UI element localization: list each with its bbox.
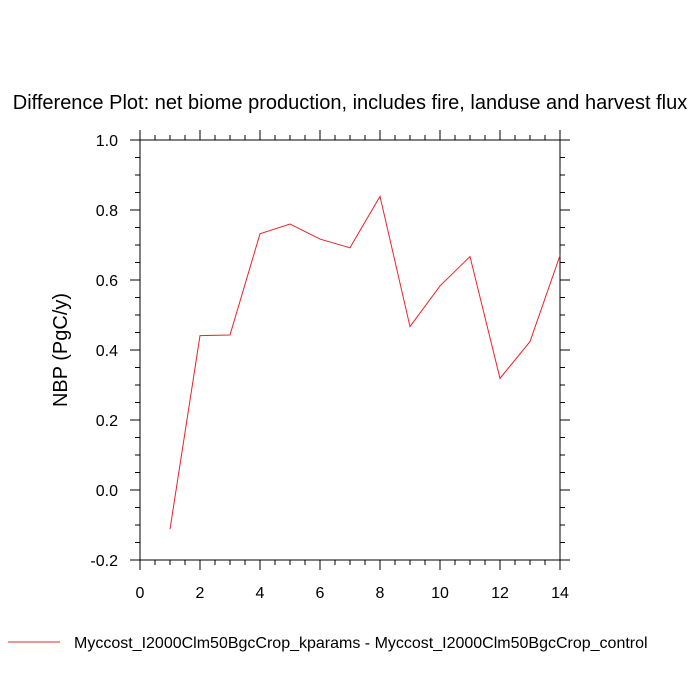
y-tick-label: 0.2	[96, 413, 118, 430]
series-line	[169, 195, 561, 530]
x-tick-label: 6	[316, 585, 325, 602]
y-tick-label: 0.8	[96, 203, 118, 220]
legend: Myccost_I2000Clm50BgcCrop_kparams - Mycc…	[8, 635, 648, 652]
x-tick-label: 0	[136, 585, 145, 602]
axis-tick-labels: 0 2 4 6 8 10 12 14 -0.2 0.0 0.2 0.4 0.6 0.8 1.0	[90, 133, 569, 602]
x-tick-label: 4	[256, 585, 265, 602]
y-tick-label: -0.2	[90, 553, 118, 570]
x-tick-label: 14	[551, 585, 569, 602]
y-axis-label: NBP (PgC/y)	[50, 293, 72, 407]
series-layer	[169, 195, 561, 530]
y-tick-label: 0.6	[96, 273, 118, 290]
plot-frame	[139, 139, 561, 561]
legend-label: Myccost_I2000Clm50BgcCrop_kparams - Mycc…	[74, 635, 648, 652]
x-tick-label: 8	[376, 585, 385, 602]
y-tick-label: 0.4	[96, 343, 118, 360]
chart-title: Difference Plot: net biome production, i…	[13, 92, 687, 114]
axis-ticks	[130, 130, 570, 570]
x-tick-label: 12	[491, 585, 509, 602]
x-tick-label: 2	[196, 585, 205, 602]
y-tick-label: 1.0	[96, 133, 118, 150]
y-tick-label: 0.0	[96, 483, 118, 500]
x-tick-label: 10	[431, 585, 449, 602]
